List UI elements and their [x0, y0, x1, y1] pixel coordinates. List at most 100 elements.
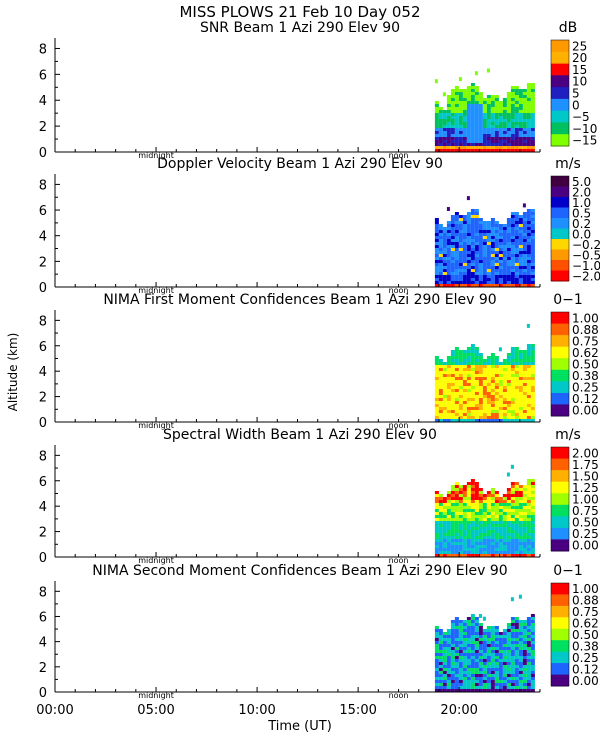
heatmap-cell — [510, 383, 515, 386]
heatmap-cell — [450, 95, 455, 98]
heatmap-cell — [466, 419, 471, 422]
heatmap-cell — [498, 383, 503, 386]
heatmap-cell — [478, 272, 483, 275]
heatmap-cell — [466, 146, 471, 149]
heatmap-cell — [450, 356, 455, 359]
heatmap-cell — [490, 662, 495, 665]
heatmap-cell — [474, 131, 479, 134]
heatmap-cell — [462, 239, 467, 242]
heatmap-cell — [506, 380, 511, 383]
colorbar-swatch — [551, 392, 569, 405]
day-marker-midnight: midnight — [138, 691, 174, 700]
heatmap-cell — [494, 416, 499, 419]
heatmap-cell — [502, 416, 507, 419]
heatmap-cell — [490, 389, 495, 392]
heatmap-cell — [518, 89, 523, 92]
heatmap-cell — [490, 641, 495, 644]
heatmap-cell — [510, 617, 515, 620]
colorbar-swatch — [551, 40, 569, 53]
heatmap-cell — [518, 215, 523, 218]
heatmap-cell — [466, 110, 471, 113]
heatmap-cell — [442, 281, 447, 284]
heatmap-cell — [490, 371, 495, 374]
heatmap-cell — [462, 257, 467, 260]
heatmap-cell — [490, 506, 495, 509]
heatmap-cell — [450, 143, 455, 146]
heatmap-cell — [518, 116, 523, 119]
heatmap-cell — [498, 650, 503, 653]
heatmap-cell — [434, 146, 439, 149]
heatmap-cell — [506, 641, 511, 644]
heatmap-cell — [458, 266, 463, 269]
heatmap-cell — [522, 377, 527, 380]
heatmap-cell — [458, 263, 463, 266]
heatmap-cell — [490, 134, 495, 137]
heatmap-cell — [510, 500, 515, 503]
heatmap-cell — [514, 638, 519, 641]
heatmap-cell — [506, 374, 511, 377]
heatmap-cell — [522, 371, 527, 374]
heatmap-cell — [482, 269, 487, 272]
heatmap-cell — [514, 356, 519, 359]
heatmap-cell — [502, 236, 507, 239]
heatmap-outlier — [442, 92, 446, 97]
heatmap-cell — [510, 530, 515, 533]
heatmap-cell — [474, 413, 479, 416]
heatmap-cell — [466, 494, 471, 497]
heatmap-cell — [526, 239, 531, 242]
heatmap-cell — [490, 626, 495, 629]
heatmap-cell — [466, 644, 471, 647]
heatmap-cell — [518, 101, 523, 104]
heatmap-cell — [458, 122, 463, 125]
heatmap-cell — [458, 227, 463, 230]
heatmap-cell — [502, 545, 507, 548]
heatmap-cell — [506, 500, 511, 503]
heatmap-cell — [506, 92, 511, 95]
heatmap-cell — [458, 236, 463, 239]
heatmap-cell — [446, 275, 451, 278]
heatmap-cell — [470, 272, 475, 275]
heatmap-cell — [470, 518, 475, 521]
heatmap-cell — [514, 632, 519, 635]
heatmap-cell — [482, 251, 487, 254]
day-marker-noon: noon — [389, 691, 409, 700]
heatmap-cell — [446, 677, 451, 680]
heatmap-cell — [462, 416, 467, 419]
heatmap-cell — [442, 674, 447, 677]
heatmap-cell — [466, 245, 471, 248]
heatmap-cell — [490, 233, 495, 236]
heatmap-cell — [522, 677, 527, 680]
day-marker-midnight: midnight — [138, 421, 174, 430]
heatmap-cell — [518, 254, 523, 257]
heatmap-cell — [482, 539, 487, 542]
heatmap-cell — [498, 284, 503, 287]
heatmap-cell — [486, 659, 491, 662]
heatmap-cell — [462, 368, 467, 371]
y-tick-label: 0 — [39, 686, 47, 701]
heatmap-cell — [526, 128, 531, 131]
heatmap-cell — [482, 362, 487, 365]
heatmap-cell — [518, 245, 523, 248]
heatmap-cell — [522, 656, 527, 659]
heatmap-cell — [450, 491, 455, 494]
colorbar-swatch — [551, 516, 569, 529]
heatmap-cell — [438, 515, 443, 518]
heatmap-cell — [466, 116, 471, 119]
heatmap-cell — [450, 251, 455, 254]
heatmap-cell — [490, 362, 495, 365]
heatmap-cell — [530, 104, 535, 107]
heatmap-cell — [494, 380, 499, 383]
heatmap-cell — [458, 536, 463, 539]
colorbar-swatch — [551, 239, 569, 250]
heatmap-cell — [458, 530, 463, 533]
colorbar-frame — [550, 446, 570, 552]
heatmap-cell — [470, 248, 475, 251]
heatmap-cell — [438, 362, 443, 365]
heatmap-cell — [454, 98, 459, 101]
heatmap-cell — [446, 134, 451, 137]
heatmap-cell — [482, 365, 487, 368]
heatmap-cell — [458, 485, 463, 488]
heatmap-cell — [478, 503, 483, 506]
heatmap-cell — [474, 125, 479, 128]
heatmap-cell — [478, 527, 483, 530]
